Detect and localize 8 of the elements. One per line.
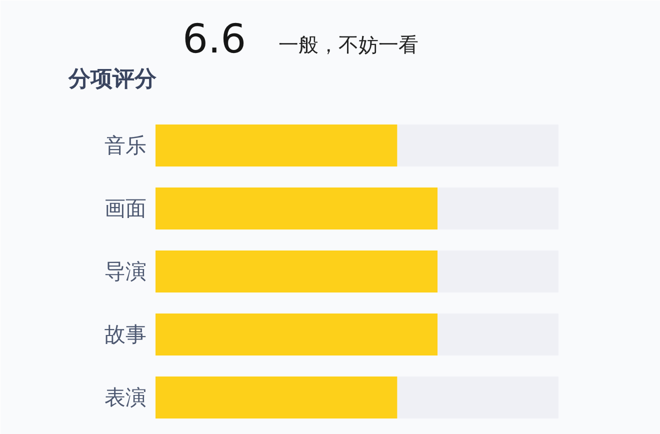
chart-subtitle: 一般，不妨一看 (278, 32, 418, 56)
y-tick-label: 故事 (104, 322, 146, 346)
y-tick-label: 画面 (104, 196, 146, 220)
y-tick-label: 导演 (104, 260, 146, 284)
y-tick-label: 表演 (104, 386, 146, 410)
chart-title: 6.6 (182, 16, 246, 62)
y-tick-label: 音乐 (104, 134, 146, 158)
text: 分项评分 (68, 67, 158, 92)
